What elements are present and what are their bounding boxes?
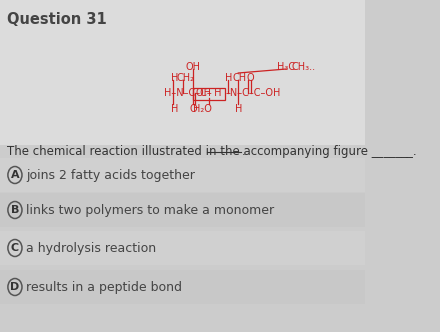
Text: H: H	[225, 73, 233, 83]
Text: results in a peptide bond: results in a peptide bond	[26, 281, 182, 293]
FancyBboxPatch shape	[0, 270, 365, 304]
Text: CH₃..: CH₃..	[292, 62, 316, 72]
FancyBboxPatch shape	[0, 193, 365, 227]
FancyBboxPatch shape	[0, 231, 365, 265]
Text: links two polymers to make a monomer: links two polymers to make a monomer	[26, 204, 274, 216]
Text: H: H	[171, 104, 178, 114]
Text: B: B	[11, 205, 19, 215]
Text: –N–C–C–OH: –N–C–C–OH	[226, 88, 281, 98]
Text: .: .	[242, 145, 245, 158]
Text: H: H	[235, 104, 243, 114]
FancyBboxPatch shape	[0, 158, 365, 192]
Text: OH: OH	[185, 62, 200, 72]
Text: Question 31: Question 31	[7, 12, 106, 27]
Text: a hydrolysis reaction: a hydrolysis reaction	[26, 241, 156, 255]
Text: D: D	[10, 282, 19, 292]
Text: CH: CH	[233, 73, 247, 83]
FancyBboxPatch shape	[0, 0, 365, 145]
Text: O: O	[190, 104, 197, 114]
Text: O: O	[246, 73, 253, 83]
Text: H: H	[171, 73, 178, 83]
Text: H–N–C–C–: H–N–C–C–	[164, 88, 212, 98]
Text: OH H: OH H	[196, 88, 222, 98]
Text: C: C	[11, 243, 19, 253]
Text: A: A	[11, 170, 19, 180]
Text: The chemical reaction illustrated in the accompanying figure _______.: The chemical reaction illustrated in the…	[7, 145, 416, 158]
Text: H₂O: H₂O	[193, 104, 212, 114]
Text: joins 2 fatty acids together: joins 2 fatty acids together	[26, 169, 195, 182]
Text: CH₂: CH₂	[177, 73, 195, 83]
Text: H₃C: H₃C	[277, 62, 295, 72]
